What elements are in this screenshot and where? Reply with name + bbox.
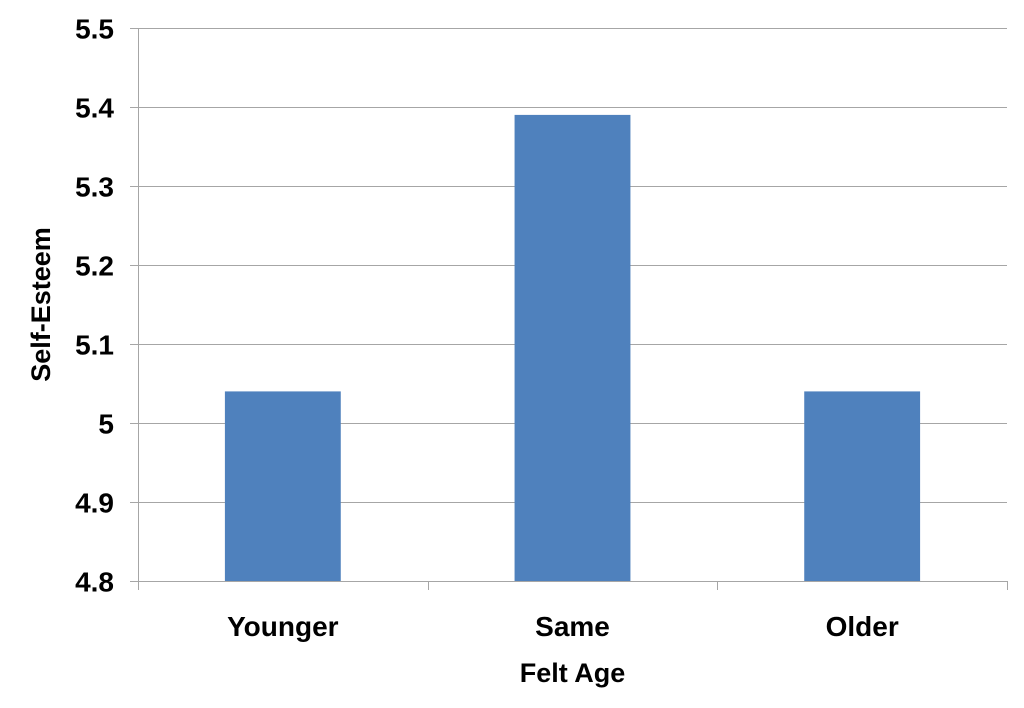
y-tick-label: 4.9 [75, 488, 114, 519]
y-tick-labels: 4.8 4.9 5 5.1 5.2 5.3 5.4 5.5 [75, 14, 114, 598]
bar-older [804, 391, 921, 581]
y-tick-label: 5.2 [75, 251, 114, 282]
y-tick-label: 5.3 [75, 172, 114, 203]
y-tick-label: 5.1 [75, 330, 114, 361]
bar-younger [224, 391, 341, 581]
x-tick-labels: Younger Same Older [227, 611, 899, 642]
x-axis-title: Felt Age [520, 658, 626, 688]
x-tick-label: Same [535, 611, 610, 642]
bar-same [514, 114, 631, 582]
y-axis-title: Self-Esteem [26, 227, 56, 382]
y-tick-label: 4.8 [75, 567, 114, 598]
x-tick-label: Younger [227, 611, 339, 642]
y-tick-label: 5.5 [75, 14, 114, 45]
axes [130, 28, 1008, 590]
bars [224, 114, 921, 582]
y-tick-label: 5 [98, 409, 114, 440]
x-tick-label: Older [826, 611, 899, 642]
y-tick-label: 5.4 [75, 93, 114, 124]
